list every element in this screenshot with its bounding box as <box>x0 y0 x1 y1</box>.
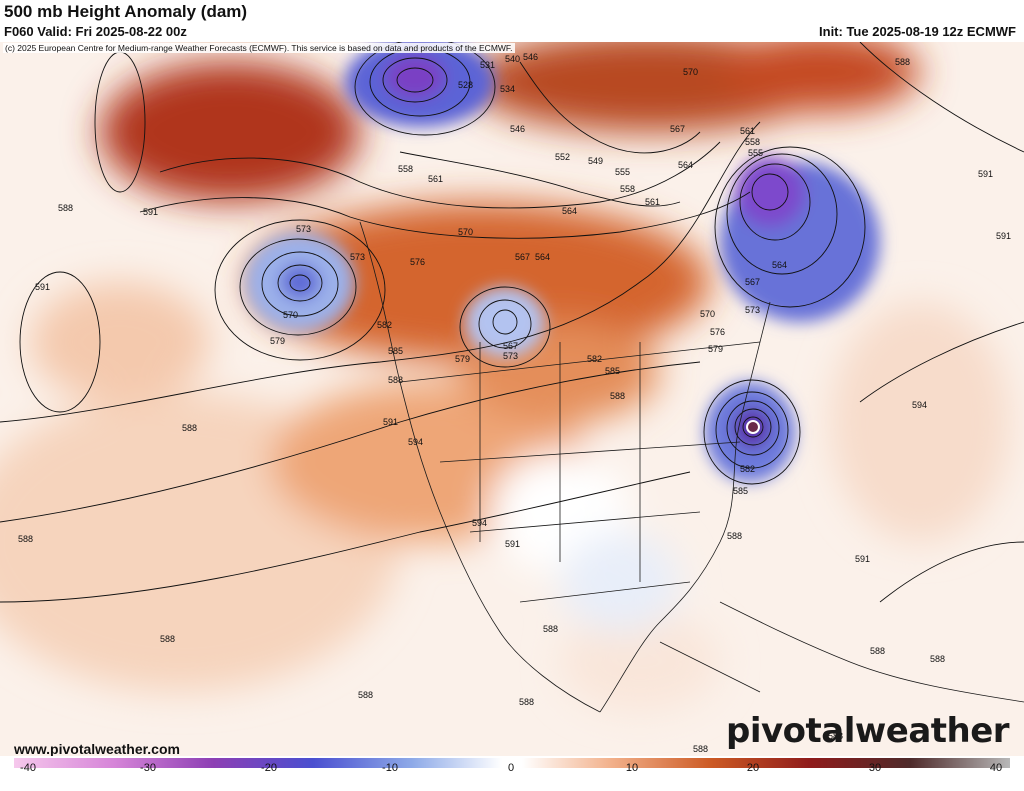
contour-label: 567 <box>515 252 530 262</box>
contour-label: 585 <box>733 486 748 496</box>
colorbar-label: -30 <box>140 762 156 774</box>
contour-label: 576 <box>410 257 425 267</box>
contour-label: 588 <box>519 697 534 707</box>
contour-label: 540 <box>505 54 520 64</box>
contour-label: 582 <box>740 464 755 474</box>
valid-time: F060 Valid: Fri 2025-08-22 00z <box>4 24 187 39</box>
contour-label: 558 <box>620 184 635 194</box>
colorbar-label: -10 <box>382 762 398 774</box>
contour-label: 588 <box>18 534 33 544</box>
contour-label: 591 <box>143 207 158 217</box>
contour-label: 567 <box>503 341 518 351</box>
colorbar: -40 -30 -20 -10 0 10 20 30 40 <box>0 756 1024 791</box>
contour-label: 561 <box>645 197 660 207</box>
contour-labels: 531 540 546 528 534 546 552 549 555 558 … <box>18 52 1011 754</box>
contour-label: 567 <box>670 124 685 134</box>
contour-label: 573 <box>503 351 518 361</box>
contour-label: 588 <box>160 634 175 644</box>
contour-label: 558 <box>745 137 760 147</box>
contour-label: 567 <box>745 277 760 287</box>
contour-label: 582 <box>377 320 392 330</box>
contour-label: 588 <box>895 57 910 67</box>
contour-label: 591 <box>383 417 398 427</box>
colorbar-label: 20 <box>746 762 760 774</box>
contour-label: 549 <box>588 156 603 166</box>
coastlines <box>359 221 1024 713</box>
contour-label: 579 <box>455 354 470 364</box>
contour-label: 564 <box>535 252 550 262</box>
contour-label: 591 <box>855 554 870 564</box>
contour-label: 588 <box>543 624 558 634</box>
contour-label: 588 <box>58 203 73 213</box>
contour-label: 570 <box>700 309 715 319</box>
contour-label: 546 <box>523 52 538 62</box>
contour-label: 546 <box>510 124 525 134</box>
contour-label: 588 <box>182 423 197 433</box>
contour-label: 576 <box>710 327 725 337</box>
colorbar-label: 10 <box>625 762 639 774</box>
contour-label: 570 <box>458 227 473 237</box>
contour-label: 588 <box>610 391 625 401</box>
contour-label: 579 <box>270 336 285 346</box>
contour-label: 594 <box>472 518 487 528</box>
contour-label: 588 <box>388 375 403 385</box>
copyright-notice: (c) 2025 European Centre for Medium-rang… <box>3 43 515 53</box>
contour-label: 561 <box>428 174 443 184</box>
contour-label: 555 <box>615 167 630 177</box>
contour-label: 570 <box>683 67 698 77</box>
colorbar-gradient <box>14 758 1010 768</box>
low-center-marker <box>746 420 760 434</box>
contour-label: 564 <box>678 160 693 170</box>
negative-anomaly-layer <box>245 42 880 482</box>
colorbar-label: -20 <box>261 762 277 774</box>
contour-label: 588 <box>727 531 742 541</box>
contour-label: 582 <box>587 354 602 364</box>
contour-label: 558 <box>398 164 413 174</box>
contour-label: 555 <box>748 148 763 158</box>
contour-label: 564 <box>562 206 577 216</box>
contour-label: 591 <box>35 282 50 292</box>
map-title: 500 mb Height Anomaly (dam) <box>4 2 248 21</box>
colorbar-label: -40 <box>20 762 36 774</box>
contour-label: 588 <box>693 744 708 754</box>
contour-label: 579 <box>708 344 723 354</box>
contour-label: 585 <box>388 346 403 356</box>
colorbar-label: 40 <box>989 762 1003 774</box>
contour-label: 570 <box>283 310 298 320</box>
contour-label: 588 <box>870 646 885 656</box>
contour-label: 588 <box>828 731 843 741</box>
contour-label: 564 <box>772 260 787 270</box>
contour-label: 594 <box>408 437 423 447</box>
contour-label: 528 <box>458 80 473 90</box>
contour-label: 588 <box>930 654 945 664</box>
header-bar: 500 mb Height Anomaly (dam) F060 Valid: … <box>0 0 1024 42</box>
contour-label: 591 <box>978 169 993 179</box>
contour-label: 561 <box>740 126 755 136</box>
contour-label: 534 <box>500 84 515 94</box>
contour-label: 594 <box>912 400 927 410</box>
contour-label: 591 <box>996 231 1011 241</box>
colorbar-label: 0 <box>507 762 515 774</box>
init-time: Init: Tue 2025-08-19 12z ECMWF <box>819 24 1016 39</box>
anomaly-map: 531 540 546 528 534 546 552 549 555 558 … <box>0 42 1024 756</box>
contour-label: 585 <box>605 366 620 376</box>
contour-label: 531 <box>480 60 495 70</box>
contour-label: 573 <box>350 252 365 262</box>
contour-label: 552 <box>555 152 570 162</box>
contour-label: 591 <box>505 539 520 549</box>
brand-logo: pivotalweather <box>726 711 1010 751</box>
contour-label: 573 <box>745 305 760 315</box>
height-contours <box>0 42 1024 603</box>
site-url[interactable]: www.pivotalweather.com <box>14 741 180 757</box>
contour-label: 588 <box>358 690 373 700</box>
contour-label: 573 <box>296 224 311 234</box>
colorbar-label: 30 <box>868 762 882 774</box>
